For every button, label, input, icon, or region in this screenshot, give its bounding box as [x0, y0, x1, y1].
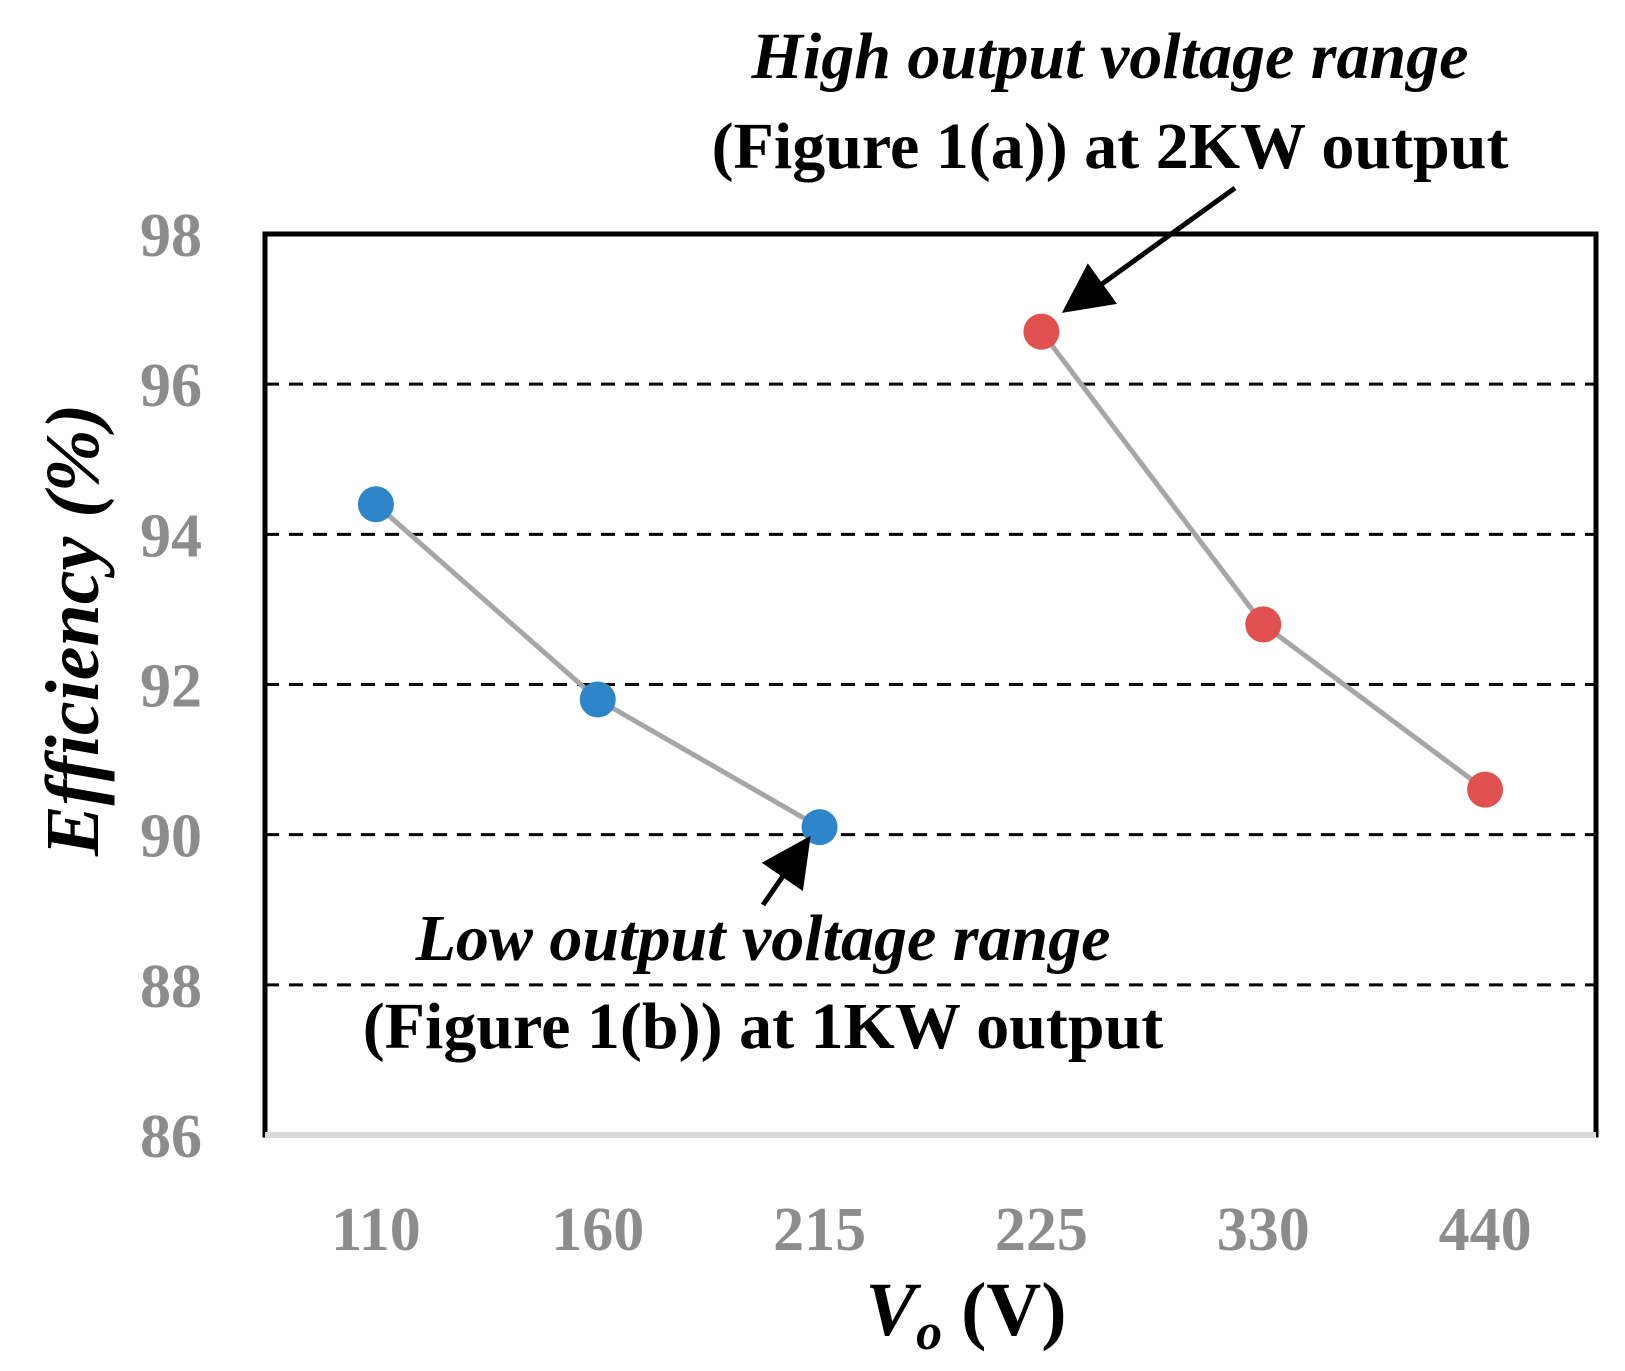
y-axis-title: Efficiency (%)	[31, 404, 115, 857]
data-point-225	[1023, 313, 1060, 350]
x-axis-title-sub: o	[916, 1304, 942, 1361]
series-line-1	[1039, 330, 1487, 792]
high-range-arrow	[1061, 185, 1237, 313]
data-point-330	[1245, 606, 1282, 643]
x-tick-label-160: 160	[551, 1196, 644, 1264]
y-tick-label-92: 92	[140, 653, 202, 721]
series-points	[357, 313, 1504, 846]
y-tick-label-90: 90	[140, 803, 202, 871]
x-axis-title: Vo (V)	[865, 1268, 1066, 1361]
low-range-arrow	[760, 835, 811, 907]
high-range-annotation-line1: High output voltage range	[751, 20, 1469, 93]
y-tick-labels: 86 88 90 92 94 96 98	[140, 202, 202, 1171]
x-axis-title-unit: (V)	[942, 1268, 1067, 1352]
x-tick-label-110: 110	[331, 1196, 421, 1264]
grid-lines	[265, 382, 1596, 987]
data-point-160	[579, 681, 616, 718]
y-tick-label-88: 88	[140, 953, 202, 1021]
series-lines	[374, 330, 1487, 830]
data-point-440	[1467, 771, 1504, 808]
series-line-0	[374, 502, 821, 830]
y-tick-label-96: 96	[140, 352, 202, 420]
x-tick-label-330: 330	[1217, 1196, 1310, 1264]
x-axis-title-main: V	[865, 1268, 921, 1352]
y-tick-label-98: 98	[140, 202, 202, 270]
x-tick-labels: 110 160 215 225 330 440	[331, 1196, 1531, 1264]
x-tick-label-225: 225	[995, 1196, 1088, 1264]
data-point-110	[357, 486, 394, 523]
x-tick-label-440: 440	[1439, 1196, 1532, 1264]
low-range-annotation-line2: (Figure 1(b)) at 1KW output	[363, 990, 1164, 1063]
data-point-215	[801, 809, 838, 846]
y-tick-label-86: 86	[140, 1103, 202, 1171]
y-axis-title-text: Efficiency (%)	[31, 404, 115, 857]
x-tick-label-215: 215	[773, 1196, 866, 1264]
high-range-annotation-line2: (Figure 1(a)) at 2KW output	[712, 110, 1509, 183]
y-tick-label-94: 94	[140, 502, 202, 570]
low-range-annotation-line1: Low output voltage range	[415, 902, 1111, 975]
